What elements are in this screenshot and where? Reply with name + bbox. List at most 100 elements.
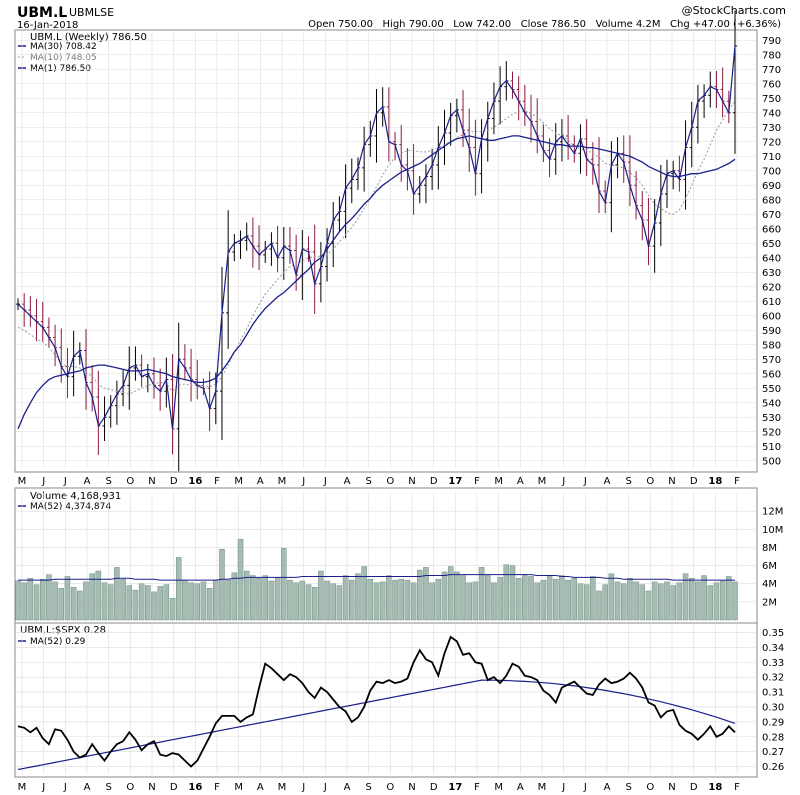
price-bar (522, 84, 527, 127)
price-bar (182, 344, 187, 381)
volume-bar (540, 579, 547, 621)
x-tick-label: M (278, 782, 287, 793)
price-bar (108, 395, 113, 428)
volume-bar (373, 582, 380, 621)
price-y-tick: 720 (762, 137, 781, 148)
price-bar (609, 141, 614, 233)
x-tick-label: O (126, 476, 134, 487)
volume-bar (132, 589, 139, 621)
volume-bar (274, 577, 281, 621)
x-tick-label: A (257, 782, 264, 793)
volume-bar (299, 580, 306, 621)
volume-bar (336, 585, 343, 621)
ratio-line (17, 635, 736, 768)
price-y-tick: 530 (762, 413, 781, 424)
quote-stats: Open 750.00 High 790.00 Low 742.00 Close… (308, 19, 781, 30)
x-tick-label: D (690, 476, 698, 487)
price-bar (362, 126, 367, 192)
x-tick-label: M (234, 476, 243, 487)
x-tick-label: N (408, 476, 415, 487)
x-tick-label: A (604, 476, 611, 487)
x-tick-label: J (323, 782, 327, 793)
price-bar (71, 330, 76, 397)
volume-bar (114, 567, 120, 621)
volume-bars-layer (15, 539, 738, 621)
volume-legend-title: Volume 4,168,931 (30, 491, 121, 502)
price-bar (485, 101, 490, 162)
ratio-y-tick: 0.31 (762, 688, 784, 699)
x-tick-label: M (538, 476, 547, 487)
price-bar (646, 198, 651, 266)
x-tick-label: S (105, 476, 111, 487)
volume-bar (534, 582, 540, 621)
volume-bar (460, 575, 466, 621)
ratio-y-tick: 0.33 (762, 658, 784, 669)
ratio-y-tick: 0.35 (762, 628, 784, 639)
volume-bar (367, 578, 374, 621)
volume-bar (194, 583, 200, 621)
volume-bar (386, 575, 392, 621)
volume-bar (157, 586, 163, 621)
price-bar (510, 71, 515, 99)
volume-bar (145, 585, 151, 621)
price-y-tick: 750 (762, 94, 781, 105)
volume-bar (200, 581, 207, 621)
volume-bar (138, 583, 145, 621)
volume-bar (590, 576, 596, 621)
volume-bar (627, 578, 633, 621)
volume-bar (361, 566, 367, 621)
volume-bar (695, 581, 701, 621)
x-tick-label: 18 (708, 782, 722, 793)
x-tick-label: A (344, 476, 351, 487)
price-bar (553, 123, 558, 175)
x-tick-label: O (386, 782, 394, 793)
x-tick-label: M (494, 476, 503, 487)
x-tick-label: A (84, 782, 91, 793)
price-bar (133, 346, 138, 381)
volume-bar (553, 578, 559, 621)
price-bar (615, 137, 620, 179)
price-bar (658, 164, 663, 247)
x-tick-label: S (625, 782, 631, 793)
price-bar (689, 101, 694, 168)
price-bar (83, 329, 88, 410)
volume-bar (639, 584, 646, 621)
x-tick-label: J (583, 476, 587, 487)
volume-bar (287, 579, 293, 621)
volume-bar (658, 583, 664, 621)
price-y-tick: 650 (762, 239, 781, 250)
x-tick-label: F (214, 476, 220, 487)
volume-bar (478, 567, 485, 621)
volume-bar (225, 579, 231, 621)
x-tick-label: A (517, 782, 524, 793)
price-bar (269, 232, 274, 266)
x-tick-label: S (365, 476, 371, 487)
volume-bar (441, 571, 448, 621)
price-y-tick: 590 (762, 326, 781, 337)
price-y-tick: 690 (762, 181, 781, 192)
volume-bar (651, 581, 658, 621)
volume-bar (77, 590, 83, 621)
volume-bar (206, 588, 213, 621)
volume-bar (417, 569, 423, 621)
ratio-y-tick: 0.27 (762, 747, 784, 758)
x-tick-label: M (494, 782, 503, 793)
x-tick-label: M (278, 476, 287, 487)
volume-bar (250, 575, 256, 621)
volume-bar (188, 582, 194, 621)
volume-y-tick: 8M (762, 543, 777, 554)
price-bar (720, 67, 725, 118)
volume-bar (515, 578, 522, 621)
volume-ma-legend-label: MA(52) 4,374,874 (30, 502, 111, 512)
volume-bar (583, 584, 590, 621)
volume-bar (46, 574, 52, 621)
volume-bar (262, 575, 268, 621)
x-tick-label: S (625, 476, 631, 487)
volume-bar (311, 587, 318, 621)
volume-bar (39, 578, 46, 621)
price-y-tick: 760 (762, 79, 781, 90)
ratio-ma-legend-label: MA(52) 0.29 (30, 637, 86, 647)
price-bar (461, 90, 466, 147)
